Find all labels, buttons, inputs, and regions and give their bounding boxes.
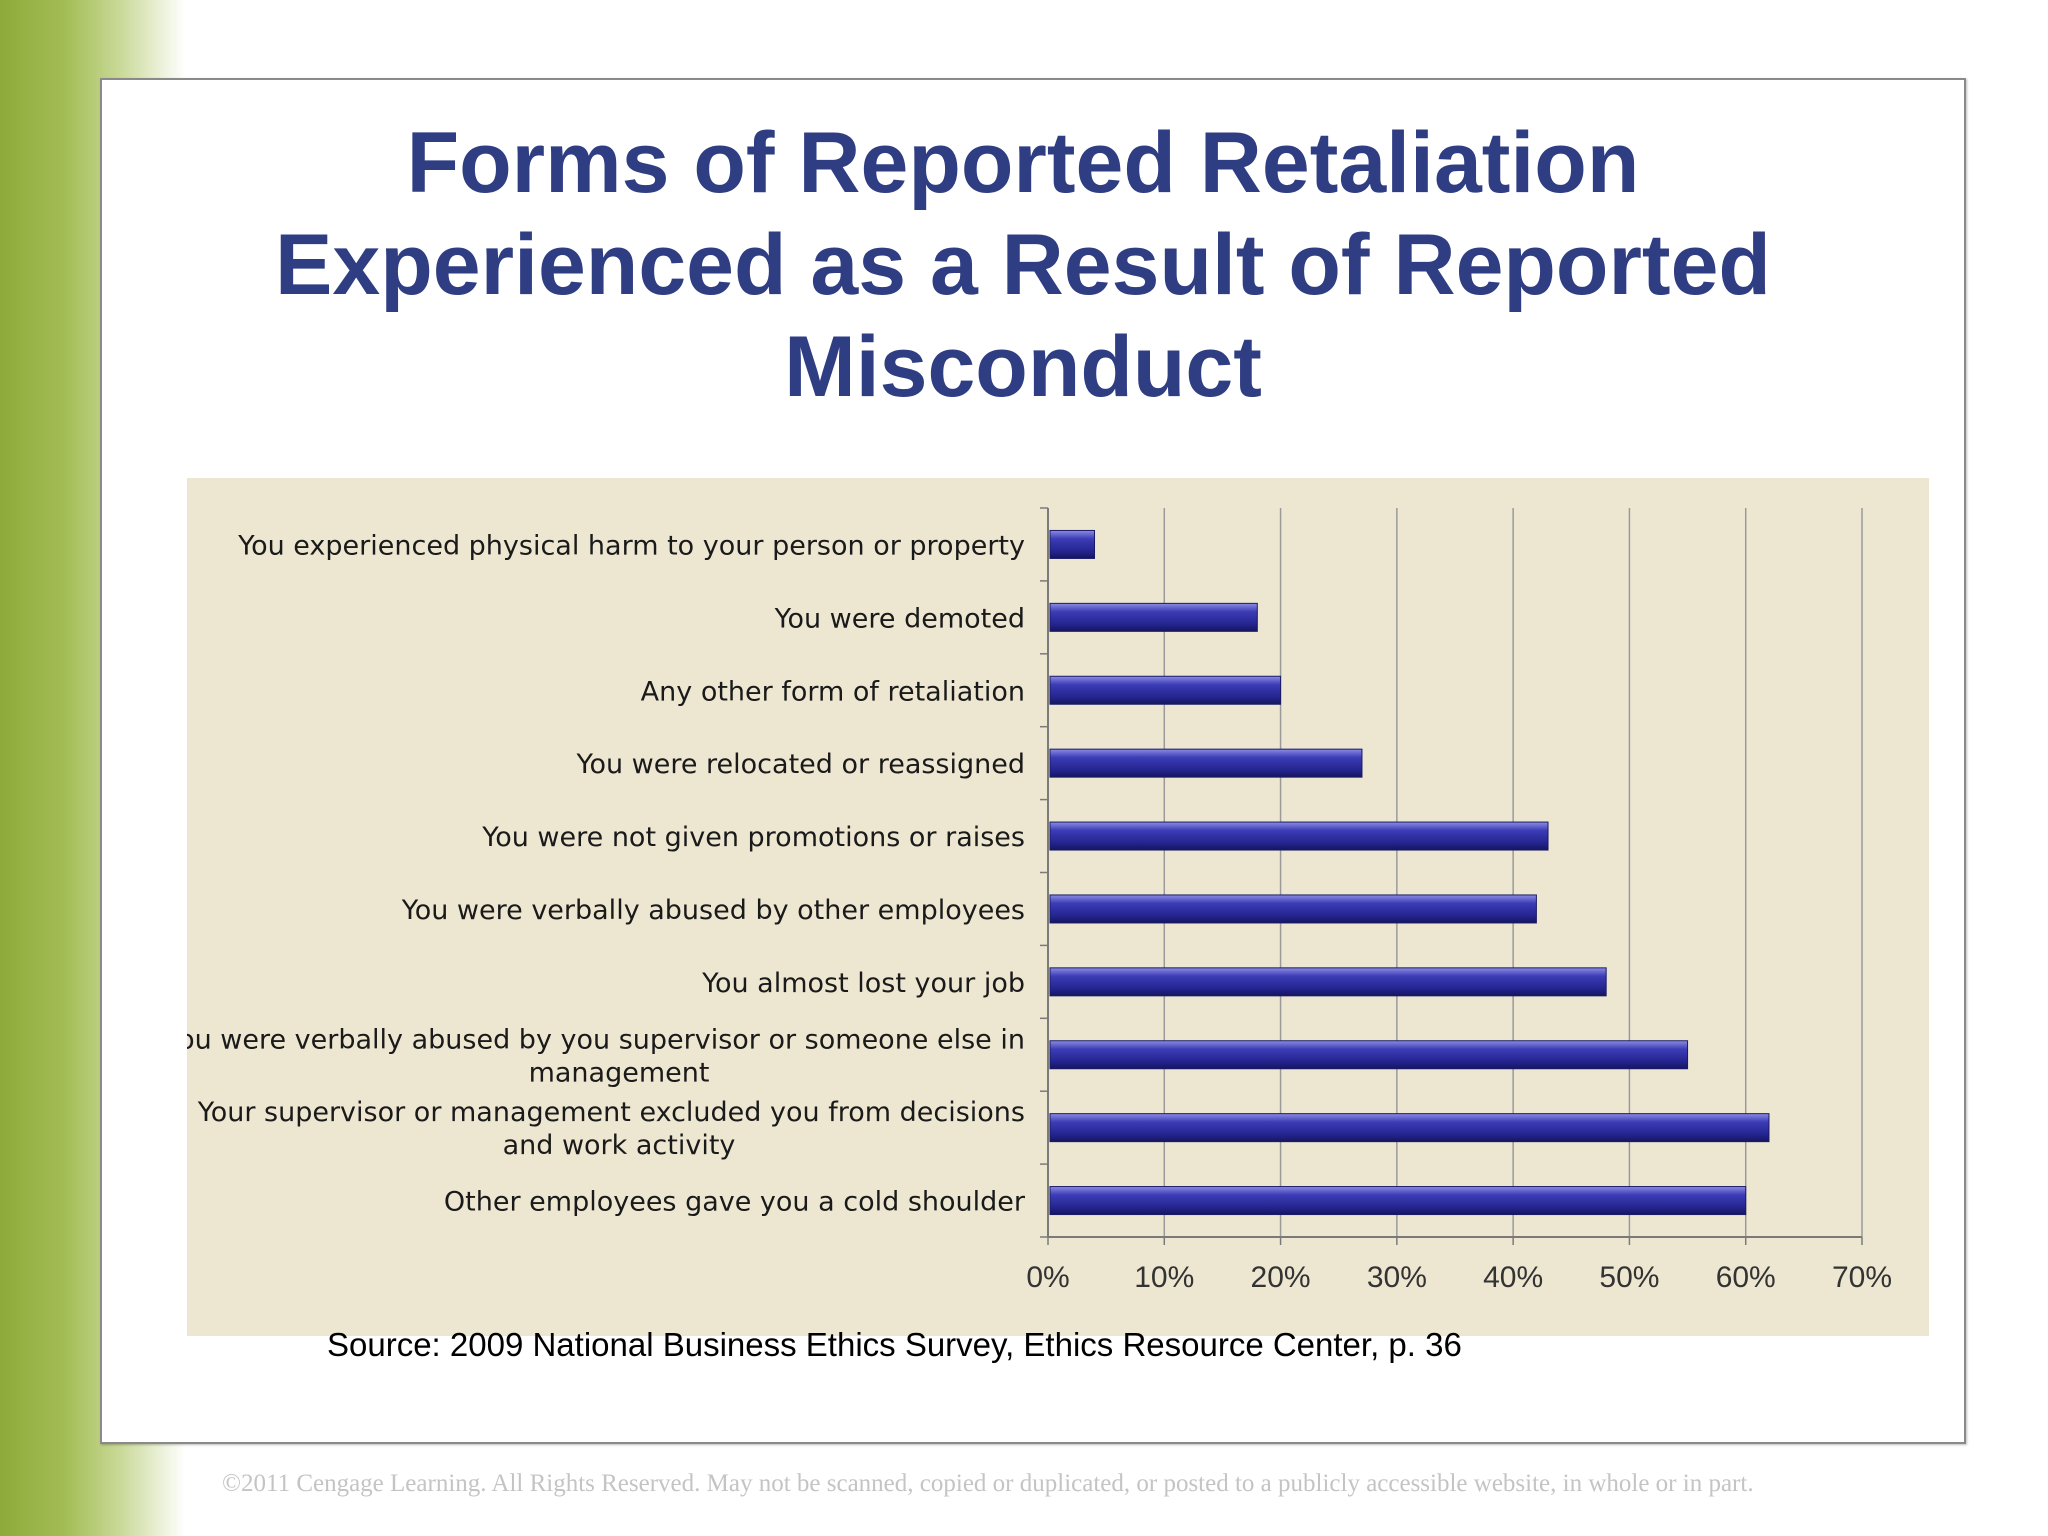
chart-area: 0% 10% 20% 30% 40% 50% 60% 70% You experienced p… — [187, 478, 1929, 1336]
bar — [1049, 748, 1363, 778]
x-tick-label: 60% — [1716, 1261, 1776, 1294]
category-label: You were verbally abused by other employ… — [401, 895, 1025, 926]
bar — [1049, 967, 1607, 997]
bar — [1049, 894, 1537, 924]
bar-chart: 0% 10% 20% 30% 40% 50% 60% 70% You experienced p… — [187, 507, 1892, 1294]
x-tick-label: 0% — [1026, 1261, 1069, 1294]
source-note: Source: 2009 National Business Ethics Su… — [327, 1326, 1462, 1363]
bar — [1049, 821, 1549, 851]
category-label: and work activity — [503, 1130, 736, 1161]
category-label: You were verbally abused by you supervis… — [187, 1024, 1025, 1055]
category-label: You were demoted — [774, 603, 1025, 634]
x-tick-label: 50% — [1599, 1261, 1659, 1294]
bar — [1049, 1113, 1770, 1143]
bar — [1049, 675, 1282, 705]
category-label: Your supervisor or management excluded y… — [197, 1097, 1025, 1128]
category-label: Other employees gave you a cold shoulder — [444, 1187, 1026, 1218]
bar — [1049, 602, 1258, 632]
bar — [1049, 529, 1096, 559]
category-label: You were relocated or reassigned — [576, 749, 1025, 780]
title-line-3: Misconduct — [784, 319, 1262, 415]
bar — [1049, 1040, 1689, 1070]
slide-title: Forms of Reported Retaliation Experience… — [110, 112, 1936, 418]
x-tick-label: 40% — [1483, 1261, 1543, 1294]
category-label: management — [529, 1057, 710, 1088]
category-label: Any other form of retaliation — [641, 676, 1025, 707]
copyright-notice: ©2011 Cengage Learning. All Rights Reser… — [222, 1470, 1754, 1497]
category-label: You almost lost your job — [701, 968, 1025, 999]
x-tick-label: 10% — [1134, 1261, 1194, 1294]
title-line-2: Experienced as a Result of Reported — [275, 217, 1771, 313]
x-tick-label: 30% — [1367, 1261, 1427, 1294]
category-label: You experienced physical harm to your pe… — [237, 530, 1025, 561]
x-tick-label: 70% — [1832, 1261, 1892, 1294]
category-label: You were not given promotions or raises — [481, 822, 1025, 853]
x-tick-label: 20% — [1251, 1261, 1311, 1294]
bar — [1049, 1186, 1747, 1216]
title-line-1: Forms of Reported Retaliation — [406, 115, 1640, 211]
